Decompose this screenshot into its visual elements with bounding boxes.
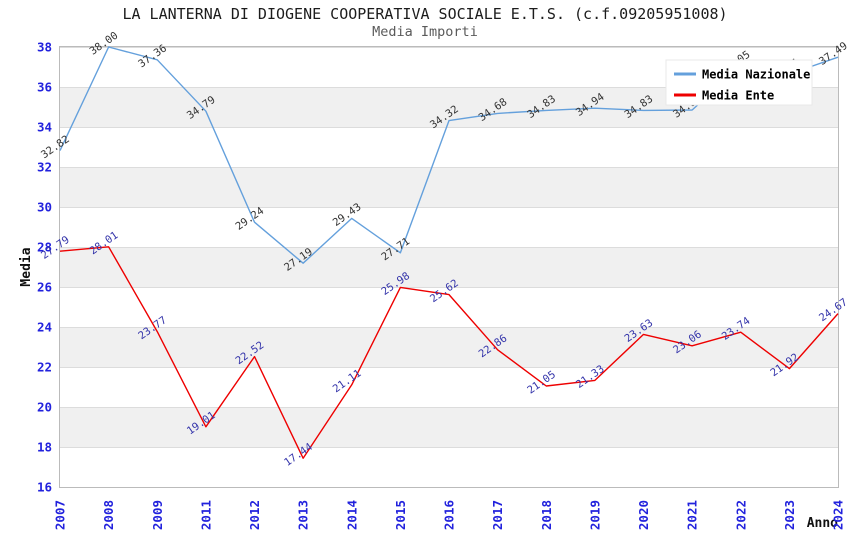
- x-tick-label: 2016: [442, 500, 457, 530]
- x-tick-label: 2008: [101, 500, 116, 530]
- plot-band: [60, 407, 838, 447]
- point-label: 24.67: [817, 296, 850, 324]
- point-label: 37.49: [817, 40, 850, 68]
- x-tick-label: 2022: [733, 500, 748, 530]
- y-tick-label: 18: [37, 440, 52, 455]
- x-tick-label: 2017: [490, 500, 505, 530]
- x-tick-label: 2013: [296, 500, 311, 530]
- y-tick-label: 16: [37, 480, 52, 495]
- x-tick-label: 2021: [685, 500, 700, 530]
- legend-item-label: Media Ente: [702, 89, 774, 103]
- y-axis-ticks: 16 18 20 22 24 26 28 30 32 34 36 38: [37, 40, 52, 495]
- y-tick-label: 36: [37, 80, 52, 95]
- legend-item-label: Media Nazionale: [702, 68, 810, 82]
- x-tick-label: 2018: [539, 500, 554, 530]
- x-tick-label: 2024: [831, 500, 846, 530]
- legend-box: [665, 59, 813, 106]
- y-tick-label: 28: [37, 240, 52, 255]
- y-tick-label: 26: [37, 280, 52, 295]
- chart-title: LA LANTERNA DI DIOGENE COOPERATIVA SOCIA…: [122, 5, 727, 23]
- y-axis-label: Media: [19, 247, 34, 286]
- x-tick-label: 2023: [782, 500, 797, 530]
- plot-bands: [60, 87, 838, 447]
- point-label: 21.05: [525, 369, 558, 397]
- plot-band: [60, 247, 838, 287]
- point-label: 38.00: [88, 30, 121, 58]
- x-tick-label: 2014: [344, 500, 359, 530]
- plot-band: [60, 327, 838, 367]
- x-axis-label: Anno: [807, 516, 838, 531]
- x-tick-label: 2019: [587, 500, 602, 530]
- y-tick-label: 32: [37, 160, 52, 175]
- series-line-media-ente: [59, 246, 839, 459]
- y-tick-label: 38: [37, 40, 52, 55]
- y-tick-label: 20: [37, 400, 52, 415]
- plot-border: [59, 46, 839, 488]
- x-tick-label: 2015: [393, 500, 408, 530]
- plot-band: [60, 167, 838, 207]
- x-tick-label: 2020: [636, 500, 651, 530]
- y-tick-label: 24: [37, 320, 52, 335]
- y-tick-label: 34: [37, 120, 52, 135]
- y-tick-label: 30: [37, 200, 52, 215]
- x-tick-label: 2012: [247, 500, 262, 530]
- chart-subtitle: Media Importi: [372, 24, 478, 40]
- x-tick-label: 2009: [150, 500, 165, 530]
- x-tick-label: 2007: [53, 500, 68, 530]
- point-label: 32.82: [39, 133, 72, 161]
- y-tick-label: 22: [37, 360, 52, 375]
- x-tick-label: 2011: [198, 500, 213, 530]
- legend: Media Nazionale Media Ente: [665, 59, 813, 106]
- x-axis-ticks: 2007 2008 2009 2011 2012 2013 2014 2015 2016 2017…: [53, 500, 846, 530]
